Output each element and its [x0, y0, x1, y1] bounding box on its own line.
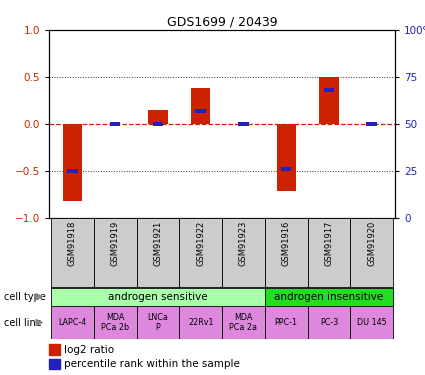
FancyBboxPatch shape — [51, 217, 94, 287]
Text: cell type: cell type — [4, 292, 46, 302]
Bar — [324, 88, 334, 92]
Text: GSM91923: GSM91923 — [239, 221, 248, 266]
FancyBboxPatch shape — [265, 217, 308, 287]
Bar — [319, 77, 339, 124]
Text: DU 145: DU 145 — [357, 318, 387, 327]
Bar — [153, 122, 163, 126]
Text: GSM91922: GSM91922 — [196, 221, 205, 266]
Text: cell line: cell line — [4, 318, 42, 327]
Text: LNCa
P: LNCa P — [147, 313, 168, 332]
Text: PPC-1: PPC-1 — [275, 318, 298, 327]
Bar — [49, 344, 60, 355]
Bar — [67, 169, 78, 172]
Text: 22Rv1: 22Rv1 — [188, 318, 213, 327]
Text: PC-3: PC-3 — [320, 318, 338, 327]
Bar — [49, 359, 60, 369]
Text: GSM91920: GSM91920 — [367, 221, 376, 266]
FancyBboxPatch shape — [136, 217, 179, 287]
FancyBboxPatch shape — [265, 288, 393, 306]
FancyBboxPatch shape — [350, 217, 393, 287]
Text: LAPC-4: LAPC-4 — [58, 318, 87, 327]
FancyBboxPatch shape — [51, 288, 265, 306]
FancyBboxPatch shape — [308, 217, 350, 287]
FancyBboxPatch shape — [179, 306, 222, 339]
Text: MDA
PCa 2a: MDA PCa 2a — [230, 313, 258, 332]
Text: androgen sensitive: androgen sensitive — [108, 292, 208, 302]
Text: percentile rank within the sample: percentile rank within the sample — [65, 359, 240, 369]
FancyBboxPatch shape — [94, 217, 136, 287]
Text: MDA
PCa 2b: MDA PCa 2b — [101, 313, 129, 332]
Bar — [191, 88, 210, 124]
FancyBboxPatch shape — [222, 306, 265, 339]
FancyBboxPatch shape — [308, 306, 350, 339]
FancyBboxPatch shape — [179, 217, 222, 287]
FancyBboxPatch shape — [265, 306, 308, 339]
Bar — [63, 124, 82, 201]
FancyBboxPatch shape — [51, 306, 94, 339]
Bar — [196, 109, 206, 112]
FancyBboxPatch shape — [222, 217, 265, 287]
Bar — [110, 122, 120, 126]
FancyBboxPatch shape — [136, 306, 179, 339]
Bar — [238, 122, 249, 126]
Text: GSM91918: GSM91918 — [68, 221, 77, 266]
Text: GSM91921: GSM91921 — [153, 221, 162, 266]
Bar — [148, 110, 167, 124]
Bar — [277, 124, 296, 191]
Text: GSM91916: GSM91916 — [282, 221, 291, 266]
Title: GDS1699 / 20439: GDS1699 / 20439 — [167, 16, 278, 29]
Bar — [366, 122, 377, 126]
Text: log2 ratio: log2 ratio — [65, 345, 115, 354]
Text: GSM91917: GSM91917 — [324, 221, 334, 266]
Text: GSM91919: GSM91919 — [110, 221, 120, 266]
FancyBboxPatch shape — [94, 306, 136, 339]
FancyBboxPatch shape — [350, 306, 393, 339]
Text: androgen insensitive: androgen insensitive — [275, 292, 384, 302]
Bar — [281, 167, 292, 171]
